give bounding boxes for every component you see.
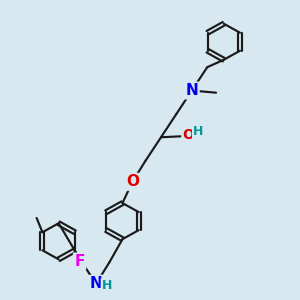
Text: N: N <box>185 83 198 98</box>
Text: N: N <box>90 276 102 291</box>
Text: O: O <box>126 174 139 189</box>
Text: H: H <box>102 279 112 292</box>
Text: H: H <box>193 125 204 139</box>
Text: F: F <box>74 254 85 269</box>
Text: O: O <box>183 128 194 142</box>
